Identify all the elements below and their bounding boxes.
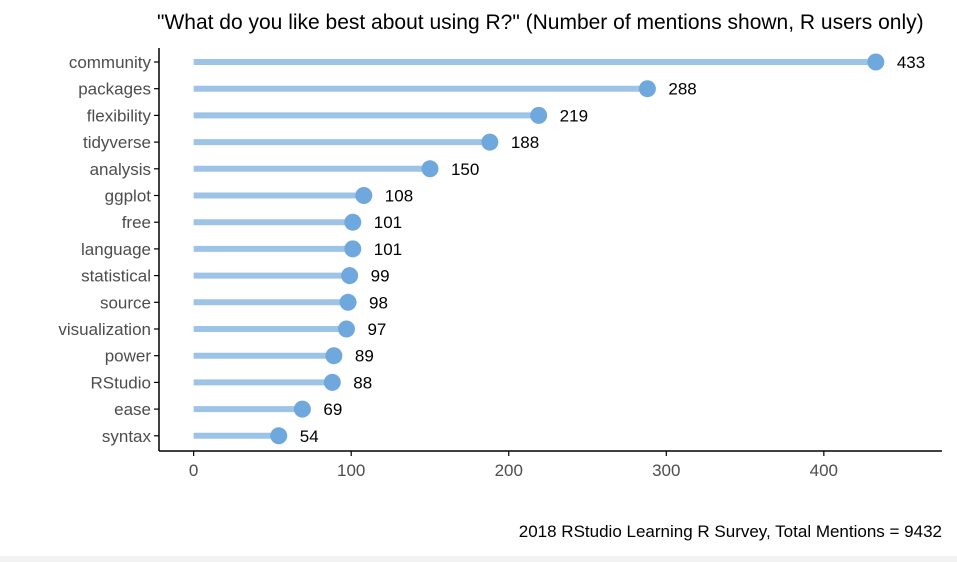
x-tick-label-0: 0	[189, 461, 198, 480]
lollipop-point-syntax	[270, 427, 288, 445]
value-label-statistical: 99	[371, 267, 390, 286]
y-tick-label-visualization: visualization	[58, 320, 151, 339]
y-tick-label-language: language	[81, 240, 151, 259]
value-label-visualization: 97	[367, 320, 386, 339]
lollipop-point-statistical	[341, 267, 359, 285]
y-tick-label-tidyverse: tidyverse	[83, 133, 151, 152]
x-tick-label-200: 200	[495, 461, 523, 480]
lollipop-point-flexibility	[530, 106, 548, 124]
x-tick-label-400: 400	[810, 461, 838, 480]
y-tick-label-packages: packages	[78, 80, 151, 99]
value-label-flexibility: 219	[560, 106, 588, 125]
value-label-free: 101	[374, 213, 402, 232]
lollipop-point-ggplot	[355, 187, 373, 204]
y-tick-label-analysis: analysis	[90, 160, 151, 179]
value-label-syntax: 54	[300, 427, 319, 446]
lollipop-point-free	[344, 213, 362, 231]
lollipop-point-visualization	[337, 320, 355, 338]
y-tick-label-ease: ease	[114, 400, 151, 419]
value-label-ggplot: 108	[385, 187, 413, 206]
y-tick-label-statistical: statistical	[81, 267, 151, 286]
y-tick-label-community: community	[69, 53, 152, 72]
chart-caption: 2018 RStudio Learning R Survey, Total Me…	[519, 522, 942, 541]
y-tick-label-power: power	[105, 347, 152, 366]
y-tick-label-ggplot: ggplot	[105, 187, 152, 206]
chart-title: "What do you like best about using R?" (…	[157, 11, 924, 34]
value-label-analysis: 150	[451, 160, 479, 179]
value-label-community: 433	[897, 53, 925, 72]
value-label-language: 101	[374, 240, 402, 259]
y-tick-label-source: source	[100, 293, 151, 312]
y-tick-label-flexibility: flexibility	[87, 106, 152, 125]
axes: community packages flexibility tidyverse ana…	[58, 48, 942, 480]
lollipop-point-ease	[293, 400, 311, 418]
value-label-ease: 69	[323, 400, 342, 419]
lollipop-point-analysis	[421, 160, 439, 178]
y-tick-label-syntax: syntax	[102, 427, 152, 446]
lollipop-point-RStudio	[323, 373, 341, 391]
value-label-RStudio: 88	[353, 373, 372, 392]
x-tick-label-300: 300	[652, 461, 680, 480]
y-tick-label-free: free	[122, 213, 151, 232]
value-label-tidyverse: 188	[511, 133, 539, 152]
x-tick-label-100: 100	[337, 461, 365, 480]
y-tick-label-RStudio: RStudio	[91, 373, 151, 392]
lollipop-point-tidyverse	[481, 133, 499, 151]
lollipop-point-community	[867, 53, 885, 71]
lollipop-point-packages	[638, 80, 656, 98]
lollipop-point-power	[325, 347, 343, 365]
lollipop-point-source	[339, 293, 357, 311]
bottom-band	[0, 556, 957, 562]
value-label-packages: 288	[668, 80, 696, 99]
value-label-power: 89	[355, 347, 374, 366]
value-label-source: 98	[369, 293, 388, 312]
lollipop-point-language	[344, 240, 362, 258]
